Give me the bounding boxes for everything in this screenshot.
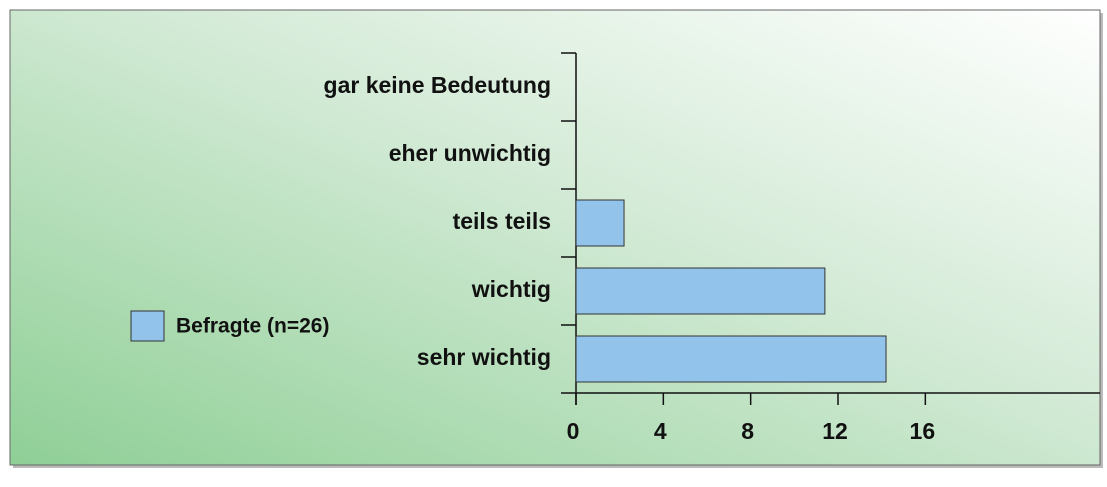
legend-swatch — [130, 310, 165, 342]
y-tick-label: wichtig — [471, 276, 551, 302]
frame — [9, 9, 1101, 466]
bar — [575, 335, 887, 383]
x-tick-label: 16 — [910, 418, 936, 444]
y-tick-label: eher unwichtig — [389, 140, 551, 166]
y-tick-label: teils teils — [453, 208, 551, 234]
x-tick-label: 8 — [741, 418, 754, 444]
legend-label: Befragte (n=26) — [176, 315, 329, 338]
y-tick-label: sehr wichtig — [417, 344, 551, 370]
y-tick-label: gar keine Bedeutung — [324, 72, 551, 98]
x-tick-label: 12 — [822, 418, 848, 444]
x-tick-label: 4 — [654, 418, 667, 444]
bar — [575, 267, 826, 315]
x-tick-label: 0 — [567, 418, 580, 444]
bar — [575, 199, 625, 247]
